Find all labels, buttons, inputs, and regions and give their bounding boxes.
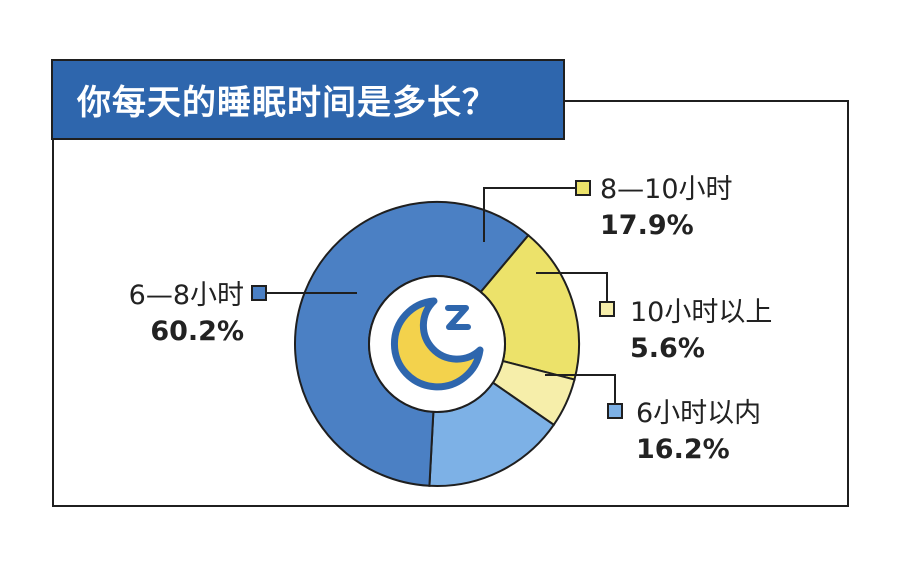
legend-marker-under-6h: [607, 403, 623, 419]
label-6-8h: 6—8小时 60.2%: [104, 278, 244, 350]
label-10h-plus: 10小时以上 5.6%: [630, 295, 772, 367]
label-6-8h-pct: 60.2%: [150, 316, 244, 347]
leader-line-10h-plus: [536, 272, 608, 308]
label-8-10h: 8—10小时 17.9%: [600, 172, 733, 244]
donut-hole: [368, 275, 506, 413]
label-under-6h: 6小时以内 16.2%: [636, 396, 761, 468]
moon-sleep-icon: [390, 297, 484, 391]
label-8-10h-pct: 17.9%: [600, 210, 694, 241]
label-10h-plus-pct: 5.6%: [630, 333, 705, 364]
leader-line-under-6h: [545, 374, 616, 410]
label-under-6h-pct: 16.2%: [636, 434, 730, 465]
legend-marker-10h-plus: [599, 301, 615, 317]
label-6-8h-name: 6—8小时: [128, 280, 244, 311]
label-under-6h-name: 6小时以内: [636, 398, 762, 429]
label-10h-plus-name: 10小时以上: [630, 297, 773, 328]
chart-title: 你每天的睡眠时间是多长？: [51, 59, 565, 140]
leader-line-8-10h: [483, 187, 582, 242]
legend-marker-6-8h: [251, 285, 267, 301]
label-8-10h-name: 8—10小时: [600, 174, 733, 205]
legend-marker-8-10h: [575, 180, 591, 196]
